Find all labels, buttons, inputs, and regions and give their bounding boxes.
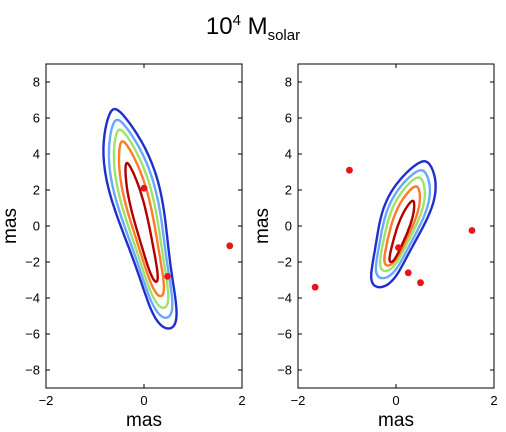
y-tick-label: −8 [277, 363, 292, 378]
contour-level-2 [374, 169, 432, 280]
data-point [346, 166, 353, 174]
y-tick-label: 2 [33, 183, 40, 198]
contour-level-2 [107, 118, 174, 319]
x-tick-label: 2 [238, 393, 245, 408]
y-tick-label: −4 [25, 291, 40, 306]
data-point [311, 283, 319, 291]
x-axis-label: mas [126, 410, 162, 431]
y-tick-label: 4 [285, 147, 292, 162]
data-point [468, 227, 476, 234]
title-subscript: solar [267, 26, 301, 44]
plot-frame [45, 63, 243, 389]
y-tick-label: −2 [277, 255, 292, 270]
x-tick-label: 2 [490, 393, 497, 408]
contour-level-4 [117, 140, 166, 298]
y-tick-label: −6 [25, 327, 40, 342]
contour-level-3 [378, 176, 426, 273]
panel-2: −2 0 2 −8 −6 −4 −2 0 2 4 6 8 mas mas [252, 63, 498, 431]
plot-frame [297, 63, 495, 389]
contour-group [102, 107, 178, 330]
x-tick-label: 0 [392, 393, 399, 408]
data-point [417, 279, 424, 287]
data-point [226, 242, 234, 250]
contour-level-1 [370, 160, 437, 289]
title-exponent: 4 [232, 12, 241, 29]
data-point [395, 244, 402, 252]
y-tick-label: 0 [33, 219, 40, 234]
y-tick-label: −6 [277, 327, 292, 342]
contour-level-3 [112, 128, 170, 310]
x-tick-label: −2 [291, 393, 306, 408]
y-axis-label: mas [252, 208, 273, 244]
y-tick-label: 0 [285, 219, 292, 234]
y-tick-label: 2 [285, 183, 292, 198]
y-tick-label: −2 [25, 255, 40, 270]
contour-level-1 [102, 107, 178, 330]
y-tick-label: 4 [33, 147, 40, 162]
y-axis-label: mas [0, 208, 21, 244]
panel-1: −2 0 2 −8 −6 −4 −2 0 2 4 6 8 mas mas [0, 63, 246, 431]
contour-level-5 [388, 199, 416, 264]
y-tick-label: 8 [285, 75, 292, 90]
chart-title: 104 Msolar [0, 12, 506, 44]
data-point [140, 184, 148, 192]
data-point [164, 273, 171, 280]
y-tick-label: −8 [25, 363, 40, 378]
x-axis-label: mas [378, 410, 414, 431]
y-tick-label: 6 [33, 111, 40, 126]
y-tick-label: 6 [285, 111, 292, 126]
contour-group [370, 160, 437, 289]
y-tick-label: −4 [277, 291, 292, 306]
data-point [404, 269, 412, 277]
x-tick-label: −2 [39, 393, 54, 408]
x-tick-label: 0 [140, 393, 147, 408]
contour-level-5 [124, 161, 159, 283]
y-tick-label: 8 [33, 75, 40, 90]
title-base: 10 [205, 13, 233, 40]
title-mass: M [247, 13, 268, 40]
